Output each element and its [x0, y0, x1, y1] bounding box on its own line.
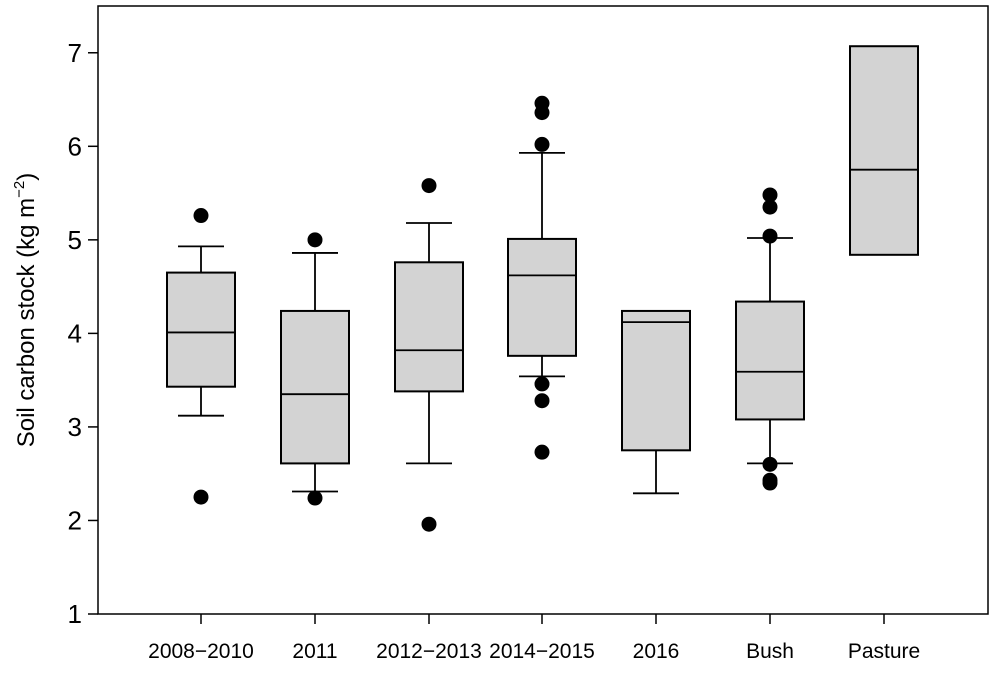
box-group — [621, 309, 691, 495]
box-group — [166, 208, 236, 505]
outlier-point — [534, 393, 550, 409]
y-axis-title: Soil carbon stock (kg m−2) — [11, 173, 40, 448]
outlier-point — [534, 136, 550, 152]
iqr-box — [621, 309, 691, 452]
iqr-box — [394, 261, 464, 393]
y-tick-label: 5 — [68, 225, 82, 255]
outlier-point — [307, 490, 323, 506]
iqr-box — [507, 237, 577, 357]
outlier-point — [762, 456, 778, 472]
y-tick-label: 2 — [68, 505, 82, 535]
outlier-point — [421, 516, 437, 532]
outlier-point — [193, 208, 209, 224]
iqr-box — [735, 300, 805, 421]
outlier-point — [762, 228, 778, 244]
plot-area — [97, 5, 989, 615]
iqr-box — [280, 309, 350, 465]
y-tick-label: 7 — [68, 38, 82, 68]
x-tick-label: 2014−2015 — [489, 640, 595, 663]
y-axis-label: Soil carbon stock (kg m−2) — [11, 173, 40, 448]
y-tick-label: 3 — [68, 412, 82, 442]
outlier-point — [762, 199, 778, 215]
y-axis-label-exponent: −2 — [11, 181, 28, 198]
y-axis: 1 2 3 4 5 6 7 — [68, 38, 98, 629]
y-axis-label-main: Soil carbon stock (kg m — [13, 198, 40, 447]
iqr-box — [166, 271, 236, 388]
iqr-box — [849, 45, 919, 256]
plot-frame — [97, 5, 989, 615]
x-tick-label: Pasture — [848, 640, 920, 663]
outlier-point — [534, 444, 550, 460]
outlier-point — [534, 376, 550, 392]
outlier-point — [421, 178, 437, 194]
box-group — [507, 95, 577, 460]
outlier-point — [762, 475, 778, 491]
x-tick-label: 2008−2010 — [148, 640, 254, 663]
y-axis-label-close: ) — [13, 173, 40, 181]
boxes-layer — [166, 45, 919, 532]
outlier-point — [534, 105, 550, 121]
x-tick-label: 2011 — [292, 640, 337, 663]
x-tick-label: 2016 — [633, 640, 680, 663]
box-group — [735, 187, 805, 491]
outlier-point — [762, 187, 778, 203]
box-group — [394, 178, 464, 532]
x-tick-label: Bush — [746, 640, 794, 663]
outlier-point — [193, 489, 209, 505]
y-tick-label: 6 — [68, 131, 82, 161]
y-tick-label: 4 — [68, 318, 82, 348]
x-tick-label: 2012−2013 — [376, 640, 482, 663]
outlier-point — [307, 232, 323, 248]
box-group — [849, 45, 919, 256]
x-axis: 2008−2010 2011 2012−2013 2014−2015 2016 Bush P… — [148, 614, 920, 663]
y-tick-label: 1 — [68, 599, 82, 629]
box-group — [280, 232, 350, 506]
